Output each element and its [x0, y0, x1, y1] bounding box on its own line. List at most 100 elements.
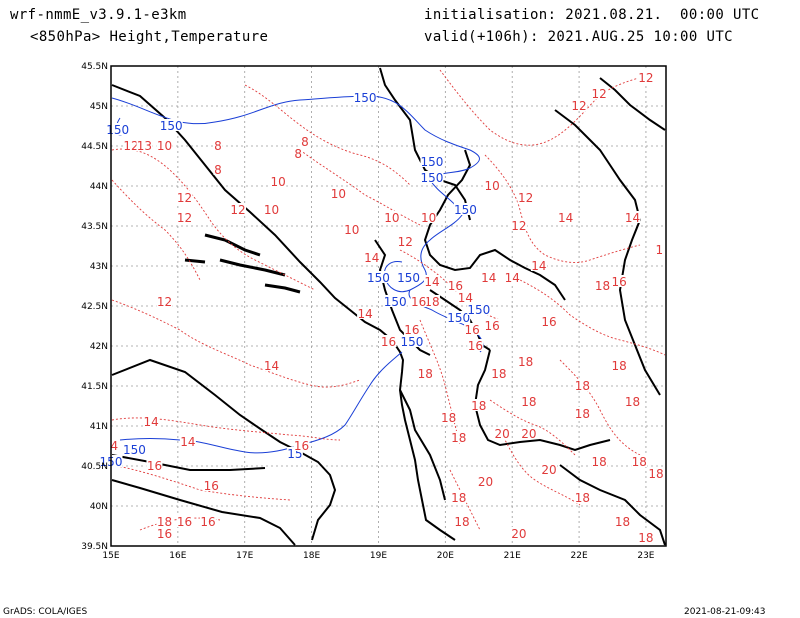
height-contour-label-bg: [467, 303, 491, 315]
temperature-contour-label-bg: [637, 71, 654, 83]
temperature-contour-label-bg: [594, 279, 611, 291]
temperature-contour-label: 12: [638, 71, 653, 85]
temperature-contour-label-bg: [574, 407, 591, 419]
lat-tick-label: 42N: [90, 342, 108, 352]
temperature-contour-label-bg: [146, 459, 163, 471]
lat-tick-label: 42.5N: [81, 302, 108, 312]
temperature-contour-label: 16: [204, 479, 219, 493]
temperature-contour-label-bg: [270, 175, 287, 187]
temperature-contour-label: 16: [404, 323, 419, 337]
height-contour-label: 150: [354, 91, 377, 105]
temperature-contour-label-bg: [403, 323, 420, 335]
temperature-contour-label-bg: [540, 463, 557, 475]
temperature-contour-label: 12: [398, 235, 413, 249]
temperature-contour-label: 14: [481, 271, 496, 285]
temperature-contour-label-bg: [494, 427, 511, 439]
temperature-contour-label: 14: [424, 275, 439, 289]
temperature-contour-label: 18: [575, 379, 590, 393]
temperature-contour-label-bg: [410, 295, 427, 307]
temperature-contour-label: 20: [495, 427, 510, 441]
height-contour-label: 150: [454, 203, 477, 217]
temperature-contour-label: 16: [381, 335, 396, 349]
temperature-contour-label-bg: [477, 475, 494, 487]
height-contour-label: 150: [421, 171, 444, 185]
temperature-contour-label: 20: [541, 463, 556, 477]
temperature-contour-label: 10: [331, 187, 346, 201]
height-contour-label-bg: [366, 271, 390, 283]
temperature-contour-label-bg: [574, 379, 591, 391]
lat-tick-label: 41N: [90, 422, 108, 432]
lat-tick-label: 44.5N: [81, 142, 108, 152]
temperature-contour-label: 20: [521, 427, 536, 441]
lat-tick-label: 41.5N: [81, 382, 108, 392]
temperature-contour-label-bg: [230, 203, 247, 215]
temperature-contour-label: 18: [591, 455, 606, 469]
temperature-contour-label-bg: [470, 399, 487, 411]
temperature-contour-label: 18: [471, 399, 486, 413]
temperature-contour-label: 16: [411, 295, 426, 309]
temperature-contour-label-bg: [199, 515, 216, 527]
dalmatian-island-3: [264, 283, 301, 294]
lat-tick-label: 45.5N: [81, 62, 108, 72]
temperature-contour-label-bg: [357, 307, 374, 319]
temperature-contour-label: 12: [511, 219, 526, 233]
border-bulgaria: [554, 109, 661, 396]
temperature-contour-label: 16: [612, 275, 627, 289]
height-contour-label: 150: [467, 303, 490, 317]
height-contour-label: 150: [397, 271, 420, 285]
height-contour-label-bg: [447, 311, 471, 323]
temperature-contour-label: 14: [505, 271, 520, 285]
temperature-contour-label: 12: [177, 211, 192, 225]
temperature-contour-label-bg: [263, 359, 280, 371]
temperature-contour-label: 10: [344, 223, 359, 237]
temperature-contour-label-bg: [571, 99, 588, 111]
temperature-contour-label-bg: [136, 139, 153, 151]
height-contour-label-bg: [400, 335, 424, 347]
lon-tick-label: 20E: [437, 551, 454, 561]
temperature-contour-label: 14: [143, 415, 158, 429]
temperature-contour-label: 18: [454, 515, 469, 529]
temperature-contour-label-bg: [380, 335, 397, 347]
temperature-contour-label-bg: [176, 191, 193, 203]
lon-tick-label: 23E: [637, 551, 654, 561]
temperature-contour-label-bg: [591, 87, 608, 99]
temperature-contour-label: 18: [451, 491, 466, 505]
height-contour-label: 150: [160, 119, 183, 133]
temperature-contour-label: 16: [177, 515, 192, 529]
temperature-contour-label-bg: [504, 271, 521, 283]
temperature-contour-label: 16: [541, 315, 556, 329]
model-title: wrf-nmmE_v3.9.1-e3km: [10, 7, 187, 23]
temperature-contour-label-bg: [464, 323, 481, 335]
temperature-contour-label: 18: [612, 359, 627, 373]
temperature-contour-label-bg: [263, 203, 280, 215]
temperature-contour-label: 18: [157, 515, 172, 529]
lat-tick-label: 44N: [90, 182, 108, 192]
height-contour-label-bg: [383, 295, 407, 307]
temperature-contour-label-bg: [517, 191, 534, 203]
temperature-contour-label: 18: [615, 515, 630, 529]
temperature-contour-label: 18: [451, 431, 466, 445]
temperature-contour-label-bg: [631, 455, 648, 467]
temperature-contour-label: 18: [424, 295, 439, 309]
temperature-contour-label: 18: [518, 355, 533, 369]
temperature-contour-label-bg: [423, 275, 440, 287]
temperature-contour-label: 8: [214, 139, 222, 153]
height-contour-label: 150: [447, 311, 470, 325]
temperature-contour-label: 10: [485, 179, 500, 193]
initialisation-time: initialisation: 2021.08.21. 00:00 UTC: [424, 7, 760, 23]
italy-south-coast: [111, 454, 266, 471]
temperature-contour-label-bg: [520, 395, 537, 407]
temperature-contour-label-bg: [510, 219, 527, 231]
temperature-contour-label: 18: [648, 467, 663, 481]
temperature-contour-label-bg: [611, 275, 628, 287]
field-title: <850hPa> Height,Temperature: [30, 29, 269, 45]
temperature-contour-label-bg: [343, 223, 360, 235]
temperature-contour-label-bg: [423, 295, 440, 307]
temperature-contour-label: 8: [214, 163, 222, 177]
temperature-contour-label-bg: [647, 467, 664, 479]
lat-tick-label: 39.5N: [81, 542, 108, 552]
temperature-contour-label-bg: [611, 359, 628, 371]
temperature-contour-label: 14: [180, 435, 195, 449]
temperature-contour-label-bg: [447, 279, 464, 291]
